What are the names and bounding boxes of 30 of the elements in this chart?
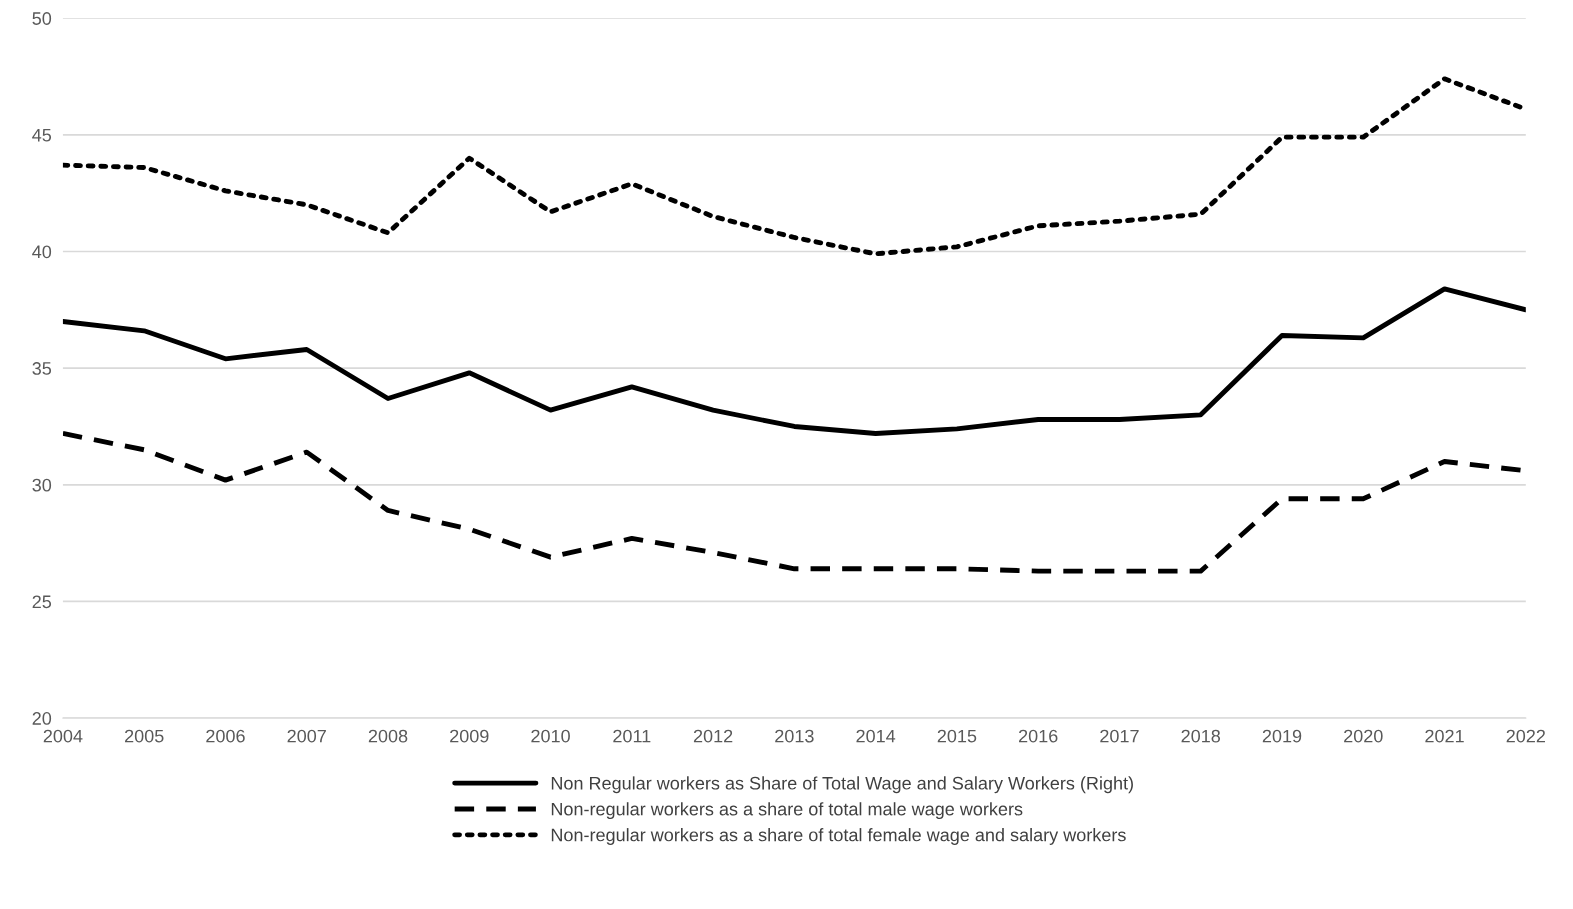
x-tick-label: 2018 xyxy=(1181,729,1221,743)
x-tick-label: 2012 xyxy=(693,729,733,743)
x-tick-label: 2013 xyxy=(775,729,814,743)
x-tick-label: 2008 xyxy=(368,729,408,743)
x-tick-label: 2014 xyxy=(856,729,896,743)
x-tick-label: 2004 xyxy=(43,729,83,743)
y-tick-label: 35 xyxy=(32,362,52,375)
x-tick-label: 2020 xyxy=(1344,729,1383,743)
legend-label: Non-regular workers as a share of total male wage workers xyxy=(551,802,1023,820)
y-tick-label: 25 xyxy=(32,595,52,609)
x-tick-label: 2011 xyxy=(613,729,651,743)
legend-label: Non-regular workers as a share of total female wage and salary workers xyxy=(551,828,1126,845)
legend-label: Non Regular workers as Share of Total Wage and Salary Workers (Right) xyxy=(551,776,1133,794)
x-tick-label: 2019 xyxy=(1262,729,1302,743)
y-tick-label: 20 xyxy=(32,712,52,725)
y-tick-label: 30 xyxy=(32,478,52,492)
line-series xyxy=(62,286,1526,436)
x-tick-label: 2016 xyxy=(1019,729,1058,743)
x-tick-label: 2006 xyxy=(206,729,245,743)
y-tick-label: 50 xyxy=(32,12,52,25)
x-tick-label: 2015 xyxy=(937,729,977,743)
x-tick-label: 2021 xyxy=(1425,729,1464,743)
x-tick-label: 2009 xyxy=(450,729,489,743)
x-tick-label: 2017 xyxy=(1100,729,1139,743)
x-tick-label: 2007 xyxy=(287,729,326,743)
x-tick-label: 2022 xyxy=(1506,729,1545,743)
x-tick-label: 2010 xyxy=(531,729,570,743)
x-tick-label: 2005 xyxy=(125,729,164,743)
y-tick-label: 40 xyxy=(32,245,52,259)
y-tick-label: 45 xyxy=(32,128,52,142)
